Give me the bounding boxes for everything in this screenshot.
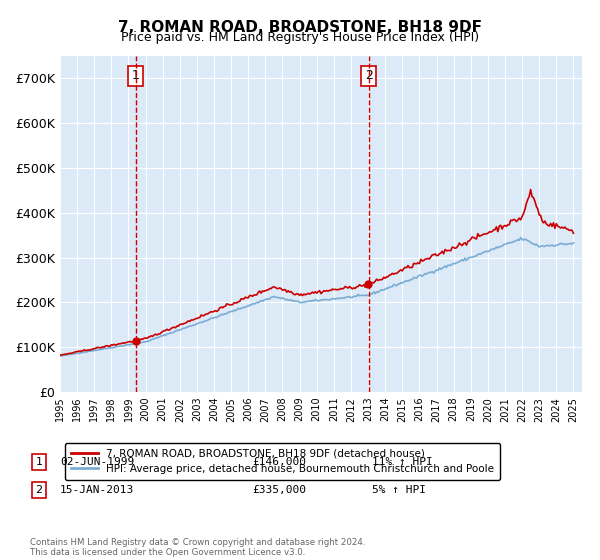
Text: 1: 1 (35, 457, 43, 467)
Text: 2: 2 (365, 69, 373, 82)
Legend: 7, ROMAN ROAD, BROADSTONE, BH18 9DF (detached house), HPI: Average price, detach: 7, ROMAN ROAD, BROADSTONE, BH18 9DF (det… (65, 442, 500, 480)
Text: £335,000: £335,000 (252, 485, 306, 495)
Text: 1: 1 (132, 69, 140, 82)
Text: 2: 2 (35, 485, 43, 495)
Text: 5% ↑ HPI: 5% ↑ HPI (372, 485, 426, 495)
Text: 15-JAN-2013: 15-JAN-2013 (60, 485, 134, 495)
Text: Price paid vs. HM Land Registry's House Price Index (HPI): Price paid vs. HM Land Registry's House … (121, 31, 479, 44)
Text: £146,000: £146,000 (252, 457, 306, 467)
Text: 02-JUN-1999: 02-JUN-1999 (60, 457, 134, 467)
Text: 11% ↑ HPI: 11% ↑ HPI (372, 457, 433, 467)
Text: 7, ROMAN ROAD, BROADSTONE, BH18 9DF: 7, ROMAN ROAD, BROADSTONE, BH18 9DF (118, 20, 482, 35)
Text: Contains HM Land Registry data © Crown copyright and database right 2024.
This d: Contains HM Land Registry data © Crown c… (30, 538, 365, 557)
